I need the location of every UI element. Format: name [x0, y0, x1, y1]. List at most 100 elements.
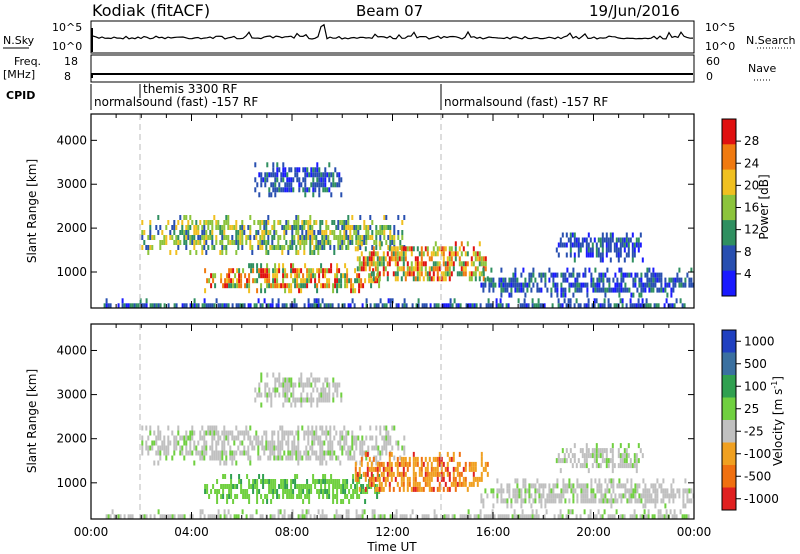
velocity-colorbar-block: [722, 330, 736, 353]
velocity-echo-cell: [319, 450, 322, 456]
power-echo-cell: [371, 235, 374, 240]
velocity-echo-cell: [538, 483, 541, 489]
power-echo-cell: [336, 273, 339, 279]
velocity-echo-cell: [601, 448, 604, 454]
velocity-echo-cell: [274, 382, 277, 388]
velocity-echo-cell: [322, 489, 325, 494]
power-echo-cell: [571, 242, 574, 248]
power-echo-cell: [295, 215, 298, 220]
velocity-echo-cell: [550, 498, 553, 504]
velocity-echo-cell: [203, 455, 206, 461]
nsky-trace: [91, 23, 694, 40]
velocity-echo-cell: [157, 445, 160, 451]
power-echo-cell: [301, 230, 304, 235]
power-echo-cell: [556, 292, 559, 298]
velocity-echo-cell: [376, 494, 379, 499]
power-echo-cell: [472, 251, 475, 257]
power-echo-cell: [223, 245, 226, 250]
velocity-echo-cell: [576, 493, 579, 499]
velocity-echo-cell: [321, 430, 324, 436]
velocity-echo-cell: [145, 445, 148, 451]
power-echo-cell: [574, 277, 577, 283]
velocity-echo-cell: [636, 488, 639, 494]
velocity-echo-cell: [381, 514, 384, 520]
cpid-label: CPID: [6, 89, 35, 102]
power-echo-cell: [620, 287, 623, 293]
velocity-echo-cell: [400, 476, 403, 482]
velocity-echo-cell: [241, 440, 244, 446]
power-echo-cell: [165, 240, 168, 245]
power-echo-cell: [390, 256, 393, 262]
velocity-echo-cell: [430, 466, 433, 472]
velocity-echo-cell: [428, 481, 431, 487]
power-echo-cell: [624, 287, 627, 293]
power-echo-cell: [573, 252, 576, 258]
velocity-echo-cell: [335, 509, 338, 515]
power-echo-cell: [440, 246, 443, 252]
power-echo-cell: [171, 225, 174, 230]
power-echo-cell: [426, 246, 429, 252]
power-echo-cell: [635, 303, 638, 309]
velocity-echo-cell: [487, 514, 490, 520]
power-echo-cell: [412, 271, 415, 277]
velocity-echo-cell: [673, 514, 676, 520]
power-echo-cell: [599, 237, 602, 243]
velocity-echo-cell: [591, 448, 594, 454]
power-echo-cell: [265, 225, 268, 230]
velocity-echo-cell: [533, 514, 536, 520]
velocity-echo-cell: [562, 488, 565, 494]
power-echo-cell: [331, 303, 334, 309]
velocity-echo-cell: [159, 450, 162, 456]
velocity-echo-cell: [197, 450, 200, 456]
power-echo-cell: [272, 283, 275, 289]
power-echo-cell: [299, 225, 302, 230]
velocity-echo-cell: [268, 387, 271, 393]
power-echo-cell: [644, 282, 647, 288]
power-echo-cell: [276, 172, 279, 178]
power-echo-cell: [350, 278, 353, 284]
power-echo-cell: [434, 261, 437, 267]
velocity-echo-cell: [336, 489, 339, 494]
velocity-echo-cell: [397, 445, 400, 451]
power-echo-cell: [581, 237, 584, 243]
velocity-echo-cell: [273, 440, 276, 446]
velocity-echo-cell: [563, 458, 566, 464]
power-echo-cell: [387, 225, 390, 230]
velocity-echo-cell: [378, 476, 381, 482]
velocity-echo-cell: [239, 430, 242, 436]
power-echo-cell: [219, 250, 222, 255]
velocity-echo-cell: [217, 435, 220, 441]
power-echo-cell: [554, 282, 557, 288]
power-echo-cell: [325, 240, 328, 245]
velocity-echo-cell: [351, 435, 354, 441]
velocity-echo-cell: [324, 474, 327, 479]
velocity-echo-cell: [590, 478, 593, 484]
velocity-echo-cell: [181, 514, 184, 520]
power-echo-cell: [298, 273, 301, 279]
velocity-echo-cell: [544, 483, 547, 489]
power-echo-cell: [453, 298, 456, 304]
power-echo-cell: [599, 252, 602, 258]
power-echo-cell: [474, 271, 477, 277]
power-echo-cell: [268, 192, 271, 198]
velocity-echo-cell: [321, 445, 324, 451]
velocity-echo-cell: [251, 440, 254, 446]
power-echo-cell: [428, 271, 431, 277]
velocity-echo-cell: [325, 430, 328, 436]
velocity-echo-cell: [290, 382, 293, 388]
power-echo-cell: [274, 182, 277, 188]
velocity-echo-cell: [294, 382, 297, 388]
velocity-echo-cell: [496, 478, 499, 484]
velocity-echo-cell: [291, 514, 294, 520]
velocity-echo-cell: [638, 498, 641, 504]
power-echo-cell: [133, 303, 136, 309]
velocity-echo-cell: [430, 461, 433, 467]
power-echo-cell: [446, 266, 449, 272]
velocity-echo-cell: [300, 484, 303, 489]
velocity-echo-cell: [225, 455, 228, 461]
velocity-echo-cell: [247, 435, 250, 441]
velocity-echo-cell: [536, 488, 539, 494]
velocity-echo-cell: [363, 509, 366, 515]
velocity-echo-cell: [590, 483, 593, 489]
velocity-echo-cell: [262, 499, 265, 504]
